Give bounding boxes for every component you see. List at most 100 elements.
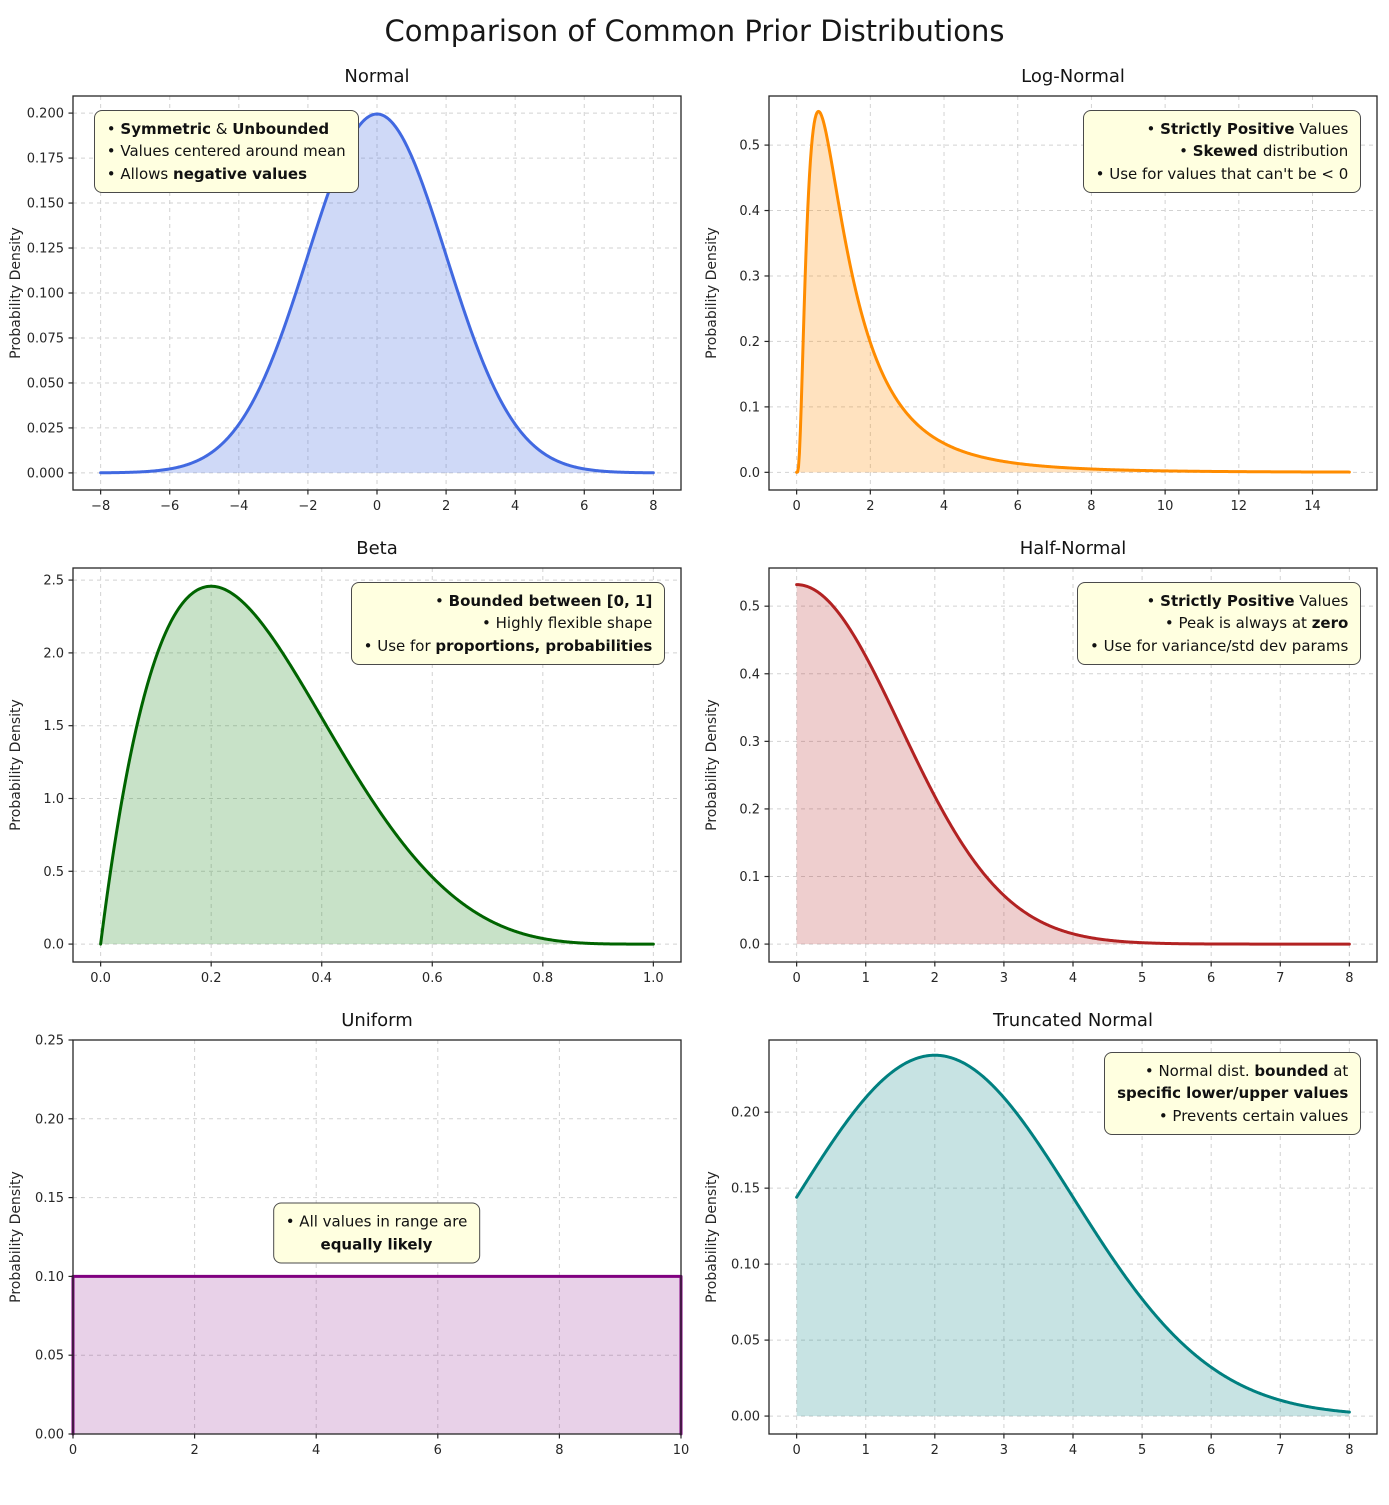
annotation-line: • Normal dist. bounded at: [1144, 1061, 1349, 1080]
y-tick-label: 0.200: [26, 107, 63, 122]
annotation-uniform: • All values in range are equally likely: [272, 1202, 481, 1264]
y-tick-label: 0.00: [35, 1428, 64, 1443]
y-tick-label: 0.000: [26, 466, 63, 481]
y-tick-label: 1.0: [43, 792, 64, 807]
x-tick-label: 12: [1230, 499, 1247, 514]
y-tick-label: 0.125: [26, 242, 63, 257]
chart-cell-halfnormal: 0 1 2 3 4 5 6 7 8 0.0 0.1 0.2 0.3 0.4 0.5 Half-Normal Pr…: [699, 534, 1387, 1002]
x-tick-label: −4: [229, 499, 248, 514]
y-axis: 0.00 0.05 0.10 0.15 0.20: [731, 1106, 769, 1425]
y-tick-label: 0.4: [739, 204, 760, 219]
figure-title: Comparison of Common Prior Distributions: [384, 14, 1005, 48]
x-tick-label: 4: [1068, 971, 1076, 986]
x-tick-label: 5: [1137, 971, 1145, 986]
annotation-line: • Strictly Positive Values: [1146, 591, 1349, 610]
x-tick-label: 6: [1013, 499, 1021, 514]
y-tick-label: 0.025: [26, 421, 63, 436]
annotation-line: • Use for proportions, probabilities: [363, 636, 653, 655]
x-tick-label: 2: [930, 1443, 938, 1458]
y-tick-label: 2.0: [43, 646, 64, 661]
y-axis-label: Probability Density: [8, 1171, 24, 1303]
y-tick-label: 0.4: [739, 667, 760, 682]
plot-svg-lognormal: 0 2 4 6 8 10 12 14 0.0 0.1 0.2 0.3 0.4 0.5 Log-Normal P…: [704, 66, 1378, 514]
chart-cell-normal: −8 −6 −4 −2 0 2 4 6 8 0.000 0.025 0.050 0.075 0.100 0.…: [3, 62, 691, 530]
y-tick-label: 0.150: [26, 197, 63, 212]
y-tick-label: 0.10: [35, 1270, 64, 1285]
x-tick-label: 0: [792, 1443, 800, 1458]
subplot-title-halfnormal: Half-Normal: [1019, 538, 1126, 559]
plot-svg-truncnormal: 0 1 2 3 4 5 6 7 8 0.00 0.05 0.10 0.15 0.20 Truncated N…: [704, 1010, 1378, 1458]
y-axis-label: Probability Density: [704, 1171, 720, 1303]
x-tick-label: 0: [792, 971, 800, 986]
axes-frame: [71, 567, 682, 963]
density-curve-lognormal: [794, 109, 1351, 474]
y-tick-label: 1.5: [43, 719, 64, 734]
y-tick-label: 0.175: [26, 152, 63, 167]
annotation-line: • Strictly Positive Values: [1146, 119, 1349, 138]
annotation-line: • Symmetric & Unbounded: [106, 119, 330, 138]
figure: Comparison of Common Prior Distributions…: [0, 14, 1389, 1474]
x-tick-label: 4: [1068, 1443, 1076, 1458]
chart-cell-beta: 0.0 0.2 0.4 0.6 0.8 1.0 0.0 0.5 1.0 1.5 2.0 2.5 Beta…: [3, 534, 691, 1002]
annotation-line: • Skewed distribution: [1179, 142, 1349, 161]
x-tick-label: 2: [441, 499, 449, 514]
x-axis: 0 1 2 3 4 5 6 7 8: [792, 1434, 1353, 1458]
x-tick-label: 8: [555, 1443, 563, 1458]
density-curve-beta: [98, 584, 655, 946]
y-tick-label: 2.5: [43, 574, 64, 589]
x-axis: 0.0 0.2 0.4 0.6 0.8 1.0: [90, 962, 663, 986]
y-tick-label: 0.1: [739, 400, 760, 415]
plot-svg-beta: 0.0 0.2 0.4 0.6 0.8 1.0 0.0 0.5 1.0 1.5 2.0 2.5 Beta…: [8, 538, 682, 986]
y-axis: 0.0 0.1 0.2 0.3 0.4 0.5: [739, 139, 769, 481]
x-tick-label: 2: [930, 971, 938, 986]
x-tick-label: 3: [999, 1443, 1007, 1458]
charts-grid: −8 −6 −4 −2 0 2 4 6 8 0.000 0.025 0.050 0.075 0.100 0.…: [0, 62, 1389, 1474]
x-tick-label: 6: [1207, 1443, 1215, 1458]
x-tick-label: 1.0: [643, 971, 664, 986]
x-tick-label: 3: [999, 971, 1007, 986]
plot-svg-normal: −8 −6 −4 −2 0 2 4 6 80.0000.0250.0500.0750.1000.…: [8, 66, 682, 514]
y-tick-label: 0.10: [731, 1258, 760, 1273]
y-tick-label: 0.075: [26, 331, 63, 346]
chart-cell-truncnormal: 0 1 2 3 4 5 6 7 8 0.00 0.05 0.10 0.15 0.20 Truncated N…: [699, 1006, 1387, 1474]
x-tick-label: 1: [861, 971, 869, 986]
density-fill-lognormal: [796, 111, 1349, 473]
x-tick-label: 0.2: [200, 971, 221, 986]
annotation-line: equally likely: [320, 1235, 433, 1254]
y-tick-label: 0.3: [739, 269, 760, 284]
annotation-line: • Values centered around mean: [106, 142, 346, 161]
y-axis-label: Probability Density: [8, 699, 24, 831]
x-tick-label: 0: [372, 499, 380, 514]
density-fill-uniform: [72, 1276, 681, 1434]
x-tick-label: 4: [511, 499, 519, 514]
x-axis: −8 −6 −4 −2 0 2 4 6 8: [91, 490, 657, 514]
y-tick-label: 0.5: [43, 865, 64, 880]
y-tick-label: 0.1: [739, 870, 760, 885]
x-axis: 0 2 4 6 8 10: [68, 1434, 689, 1458]
annotation-line: specific lower/upper values: [1117, 1084, 1349, 1103]
annotation-truncnormal: • Normal dist. bounded at specific lower/…: [1104, 1051, 1362, 1136]
x-tick-label: 4: [939, 499, 947, 514]
x-tick-label: 0.0: [90, 971, 111, 986]
annotation-line: • Use for values that can't be < 0: [1095, 164, 1349, 183]
annotation-beta: • Bounded between [0, 1] • Highly flexibl…: [350, 581, 666, 666]
annotation-line: • Prevents certain values: [1158, 1106, 1349, 1125]
x-tick-label: −2: [298, 499, 317, 514]
x-tick-label: 7: [1276, 971, 1284, 986]
x-tick-label: 0: [68, 1443, 76, 1458]
y-tick-label: 0.3: [739, 735, 760, 750]
y-tick-label: 0.5: [739, 139, 760, 154]
y-tick-label: 0.0: [739, 938, 760, 953]
plot-svg-uniform: 0 2 4 6 8 10 0.00 0.05 0.10 0.15 0.20 0.25 Uniform Pr…: [8, 1010, 689, 1458]
density-fill-beta: [100, 586, 653, 945]
axes-frame: [767, 95, 1378, 491]
y-tick-label: 0.20: [35, 1112, 64, 1127]
density-curve-halfnormal: [794, 583, 1351, 946]
x-tick-label: 6: [1207, 971, 1215, 986]
density-fill-normal: [100, 114, 653, 473]
x-tick-label: −8: [91, 499, 110, 514]
y-tick-label: 0.05: [35, 1349, 64, 1364]
y-axis: 0.0 0.1 0.2 0.3 0.4 0.5: [739, 600, 769, 953]
density-fill-truncnormal: [796, 1055, 1349, 1417]
x-tick-label: 8: [1087, 499, 1095, 514]
